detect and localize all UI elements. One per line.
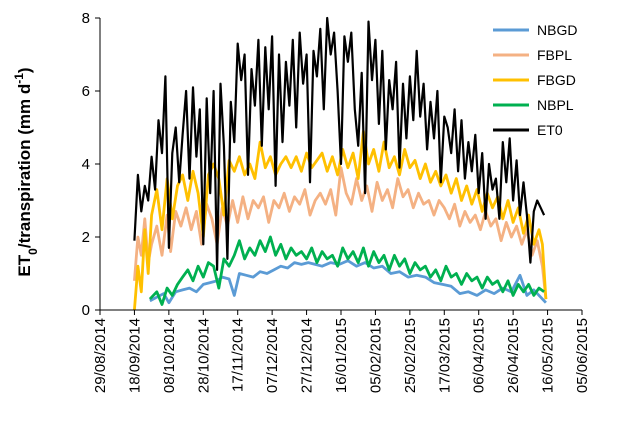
legend-label-nbgd: NBGD xyxy=(537,22,577,38)
plot-area: 29/08/2014 18/09/2014 08/10/2014 28/10/2014… xyxy=(82,10,591,393)
legend-label-fbgd: FBGD xyxy=(537,72,576,88)
x-tick-label: 18/09/2014 xyxy=(126,318,143,393)
series-line-et0 xyxy=(133,16,546,271)
x-tick-label: 08/10/2014 xyxy=(161,318,178,393)
legend-label-nbpl: NBPL xyxy=(537,97,574,113)
x-axis-ticks: 29/08/2014 18/09/2014 08/10/2014 28/10/2014… xyxy=(92,310,591,393)
y-tick-label: 8 xyxy=(82,10,90,27)
y-axis-title-suffix: ) xyxy=(15,67,34,73)
y-axis-title-middle: /transpiration (mm d xyxy=(15,84,34,248)
series-line-fbpl xyxy=(133,166,548,300)
y-tick-label: 6 xyxy=(82,83,90,100)
y-axis-title: ET0/transpiration (mm d-1) xyxy=(12,67,40,276)
series-line-nbpl xyxy=(148,235,545,306)
y-axis-title-superscript: -1 xyxy=(12,73,26,84)
x-tick-label: 29/08/2014 xyxy=(92,318,109,393)
legend-label-et0: ET0 xyxy=(537,122,563,138)
series-line-fbgd xyxy=(133,129,548,311)
y-axis-ticks: 0 2 4 6 8 xyxy=(82,10,100,319)
x-tick-label: 27/12/2014 xyxy=(299,318,316,393)
x-tick-label: 06/04/2015 xyxy=(471,318,488,393)
y-tick-label: 0 xyxy=(82,302,90,319)
series-line-nbgd xyxy=(149,259,547,305)
x-tick-label: 07/12/2014 xyxy=(264,318,281,393)
series-layer xyxy=(133,16,548,311)
y-tick-label: 4 xyxy=(82,156,90,173)
x-tick-label: 28/10/2014 xyxy=(195,318,212,393)
x-tick-label: 17/11/2014 xyxy=(230,318,247,392)
x-tick-label: 25/02/2015 xyxy=(402,318,419,393)
x-tick-label: 16/01/2015 xyxy=(333,318,350,393)
x-tick-label: 17/03/2015 xyxy=(436,318,453,393)
x-tick-label: 26/04/2015 xyxy=(505,318,522,393)
x-tick-label: 05/06/2015 xyxy=(574,318,591,393)
legend: NBGD FBPL FBGD NBPL ET0 xyxy=(493,22,577,138)
y-axis-title-prefix: ET xyxy=(15,254,34,276)
legend-label-fbpl: FBPL xyxy=(537,47,572,63)
x-tick-label: 16/05/2015 xyxy=(540,318,557,393)
y-tick-label: 2 xyxy=(82,229,90,246)
y-axis-title-subscript: 0 xyxy=(26,248,40,255)
x-tick-label: 05/02/2015 xyxy=(367,318,384,393)
